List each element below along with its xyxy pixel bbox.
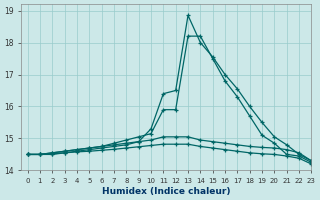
X-axis label: Humidex (Indice chaleur): Humidex (Indice chaleur) — [102, 187, 231, 196]
